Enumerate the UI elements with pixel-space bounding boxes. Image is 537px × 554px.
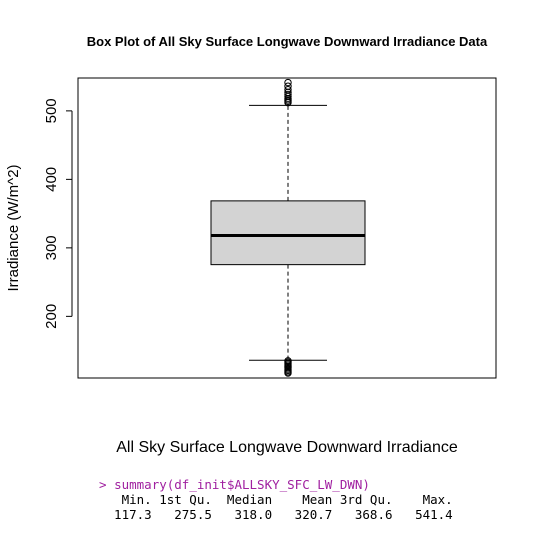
summary-header: Min. 1st Qu. Median Mean 3rd Qu. Max. (99, 492, 461, 507)
y-axis-label: Irradiance (W/m^2) (5, 164, 22, 291)
outlier-point-high (284, 78, 292, 87)
outlier-point-low (284, 357, 292, 365)
y-tick-label: 200 (43, 304, 60, 329)
console-command: summary(df_init$ALLSKY_SFC_LW_DWN) (114, 477, 370, 492)
console-output: > summary(df_init$ALLSKY_SFC_LW_DWN) Min… (99, 477, 460, 522)
y-tick-label: 400 (43, 167, 60, 192)
y-axis: 200 300 400 500 (43, 98, 73, 329)
y-tick-label: 300 (43, 235, 60, 260)
box-group (210, 78, 366, 377)
console-prompt: > (99, 477, 107, 492)
x-axis-label: All Sky Surface Longwave Downward Irradi… (116, 439, 458, 456)
outlier-point-high (284, 98, 292, 107)
summary-values: 117.3 275.5 318.0 320.7 368.6 541.4 (99, 507, 461, 522)
box-iqr (210, 200, 366, 266)
chart-title: Box Plot of All Sky Surface Longwave Dow… (87, 34, 488, 49)
box-plot: Box Plot of All Sky Surface Longwave Dow… (5, 34, 497, 456)
y-tick-label: 500 (43, 98, 60, 123)
plot-area-frame (77, 77, 497, 379)
